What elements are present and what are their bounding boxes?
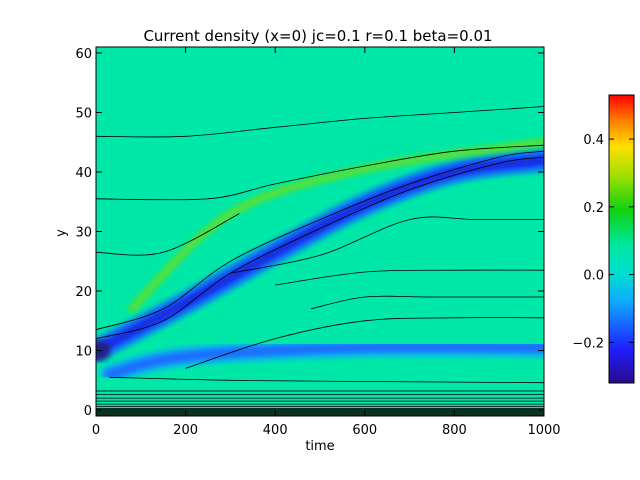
field-line xyxy=(96,150,544,331)
field-line xyxy=(109,376,544,384)
chart-title: Current density (x=0) jc=0.1 r=0.1 beta=… xyxy=(143,27,492,45)
field-lines xyxy=(96,106,544,410)
colorbar-tick-label: 0.0 xyxy=(583,269,604,284)
field-line xyxy=(96,144,544,201)
colorbar-tick-label: 0.2 xyxy=(583,201,604,216)
field-line xyxy=(185,317,544,369)
heatmap-band xyxy=(130,140,544,311)
x-tick-label: 0 xyxy=(92,423,100,438)
x-axis: 0 200 400 600 800 1000 xyxy=(92,47,561,438)
colorbar: −0.2 0.0 0.2 0.4 xyxy=(572,94,635,384)
heatmap-plot xyxy=(96,47,544,416)
y-tick-label: 0 xyxy=(84,404,92,419)
colorbar-tick-label: −0.2 xyxy=(572,336,604,351)
x-tick-label: 1000 xyxy=(527,423,560,438)
colorbar-frame xyxy=(608,94,635,384)
x-tick-label: 600 xyxy=(352,423,377,438)
field-line xyxy=(96,106,544,138)
heatmap-core xyxy=(96,340,111,361)
field-line xyxy=(310,295,544,310)
x-tick-label: 200 xyxy=(173,423,198,438)
y-tick-label: 60 xyxy=(75,47,92,62)
y-axis-label: y xyxy=(54,229,69,237)
y-tick-label: 50 xyxy=(75,106,92,121)
heatmap-band xyxy=(104,342,544,379)
x-axis-label: time xyxy=(305,439,334,454)
y-tick-label: 20 xyxy=(75,285,92,300)
colorbar-tick-label: 0.4 xyxy=(583,133,604,148)
y-tick-label: 10 xyxy=(75,345,92,360)
field-line xyxy=(96,156,544,339)
x-tick-label: 400 xyxy=(263,423,288,438)
bottom-dark-strip xyxy=(96,408,544,416)
y-tick-label: 30 xyxy=(75,226,92,241)
y-axis: 0 10 20 30 40 50 60 xyxy=(75,47,544,419)
field-line xyxy=(230,216,544,274)
colorbar-ticks: −0.2 0.0 0.2 0.4 xyxy=(572,133,634,351)
y-tick-label: 40 xyxy=(75,166,92,181)
colorbar-gradient xyxy=(609,95,634,383)
field-line xyxy=(275,269,544,286)
field-line xyxy=(96,213,240,256)
x-tick-label: 800 xyxy=(442,423,467,438)
